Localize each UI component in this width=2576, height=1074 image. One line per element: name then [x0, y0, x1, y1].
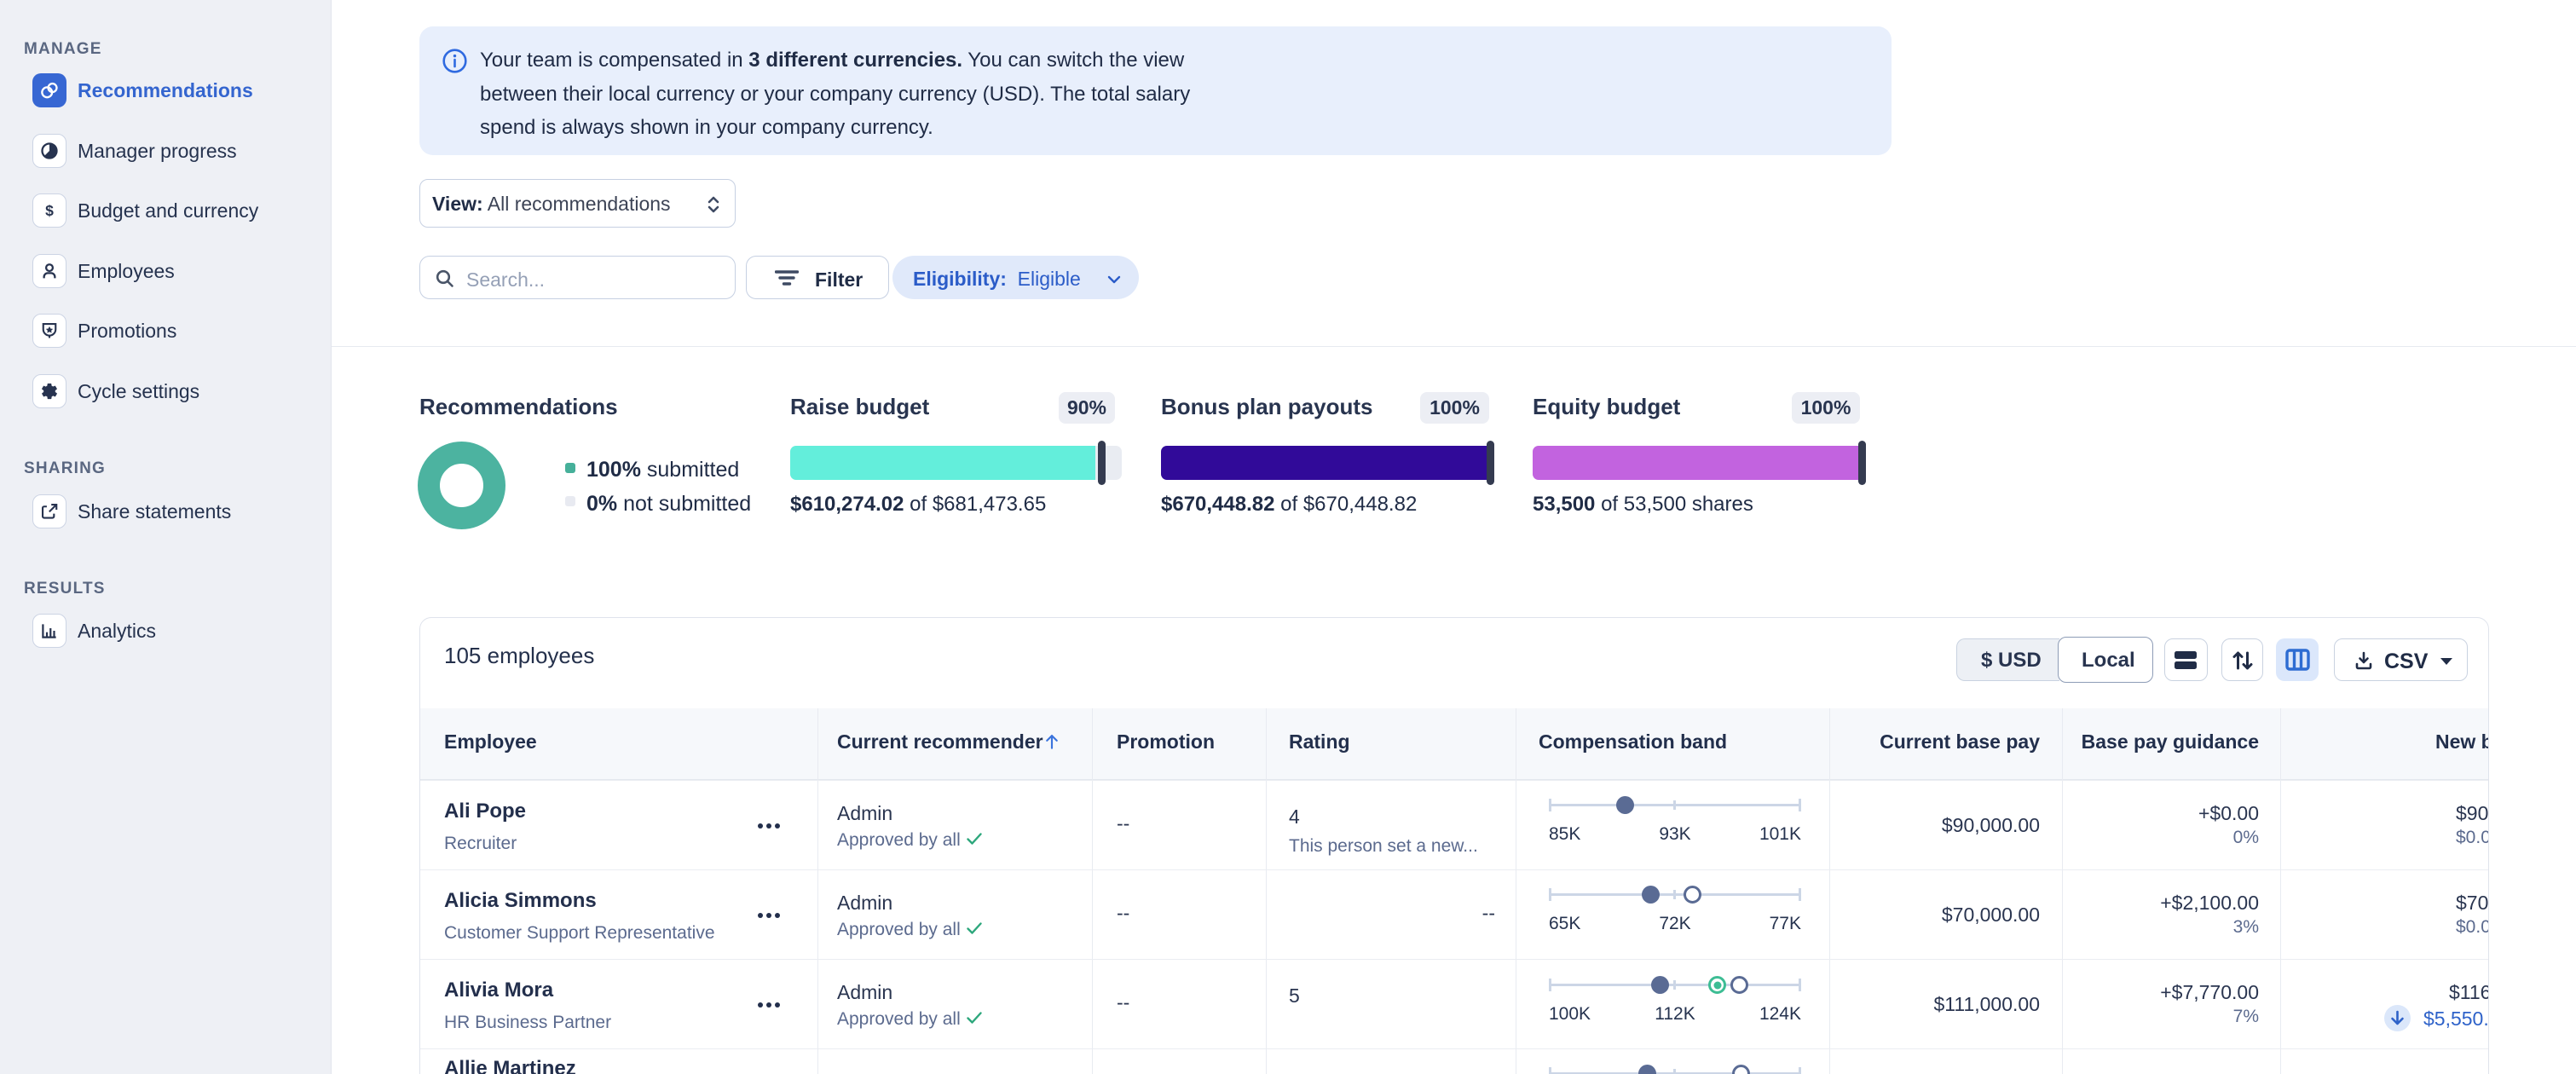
- svg-text:$: $: [45, 202, 54, 219]
